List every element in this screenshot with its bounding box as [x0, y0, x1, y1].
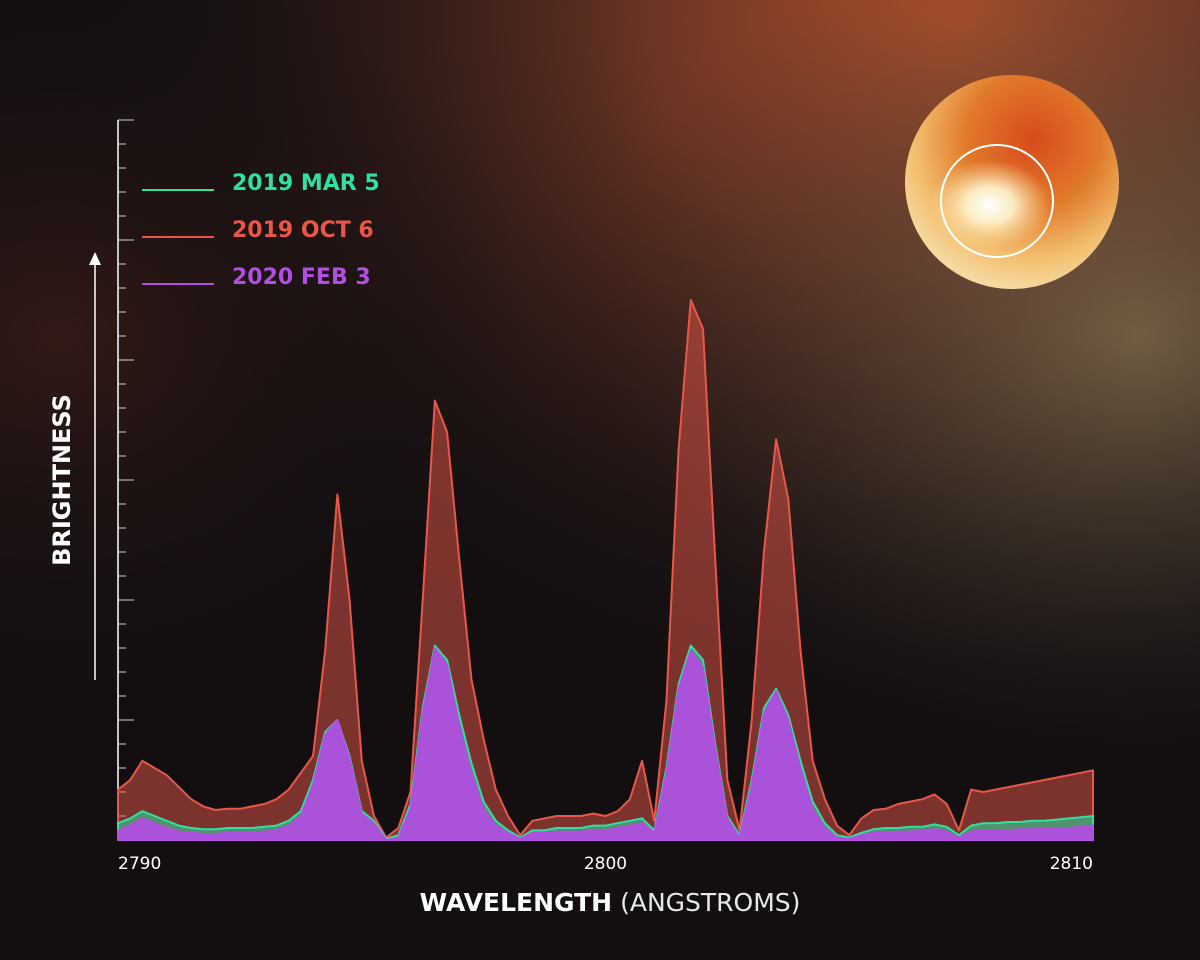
legend-label: 2020 FEB 3 — [232, 265, 371, 290]
x-tick-label: 2790 — [118, 854, 161, 874]
y-axis-label: BRIGHTNESS — [48, 394, 76, 566]
x-tick-label: 2800 — [584, 854, 627, 874]
flare-marker — [940, 144, 1054, 258]
legend-label: 2019 OCT 6 — [232, 218, 374, 243]
x-axis-label-unit: (ANGSTROMS) — [620, 888, 800, 917]
x-axis-label: WAVELENGTH (ANGSTROMS) — [420, 888, 801, 917]
legend-label: 2019 MAR 5 — [232, 171, 380, 196]
x-tick-label: 2810 — [1050, 854, 1093, 874]
flare — [930, 160, 1050, 250]
x-axis-label-main: WAVELENGTH — [420, 888, 613, 917]
series-area — [117, 644, 1094, 841]
series-area — [117, 647, 1094, 841]
series-area — [117, 299, 1094, 841]
star-illustration — [905, 75, 1119, 289]
y-arrow-head — [89, 252, 101, 265]
